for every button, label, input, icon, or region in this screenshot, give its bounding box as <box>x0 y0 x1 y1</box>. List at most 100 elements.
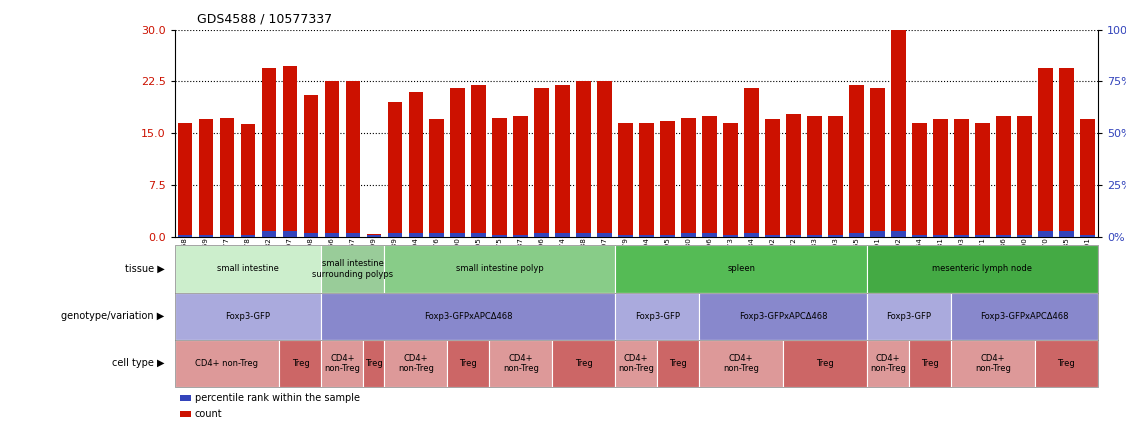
Text: spleen: spleen <box>727 264 756 273</box>
Text: CD4+
non-Treg: CD4+ non-Treg <box>870 354 906 373</box>
Bar <box>703 116 717 237</box>
Text: GSM1011472: GSM1011472 <box>790 237 796 286</box>
Bar <box>867 340 909 387</box>
Text: GSM1011501: GSM1011501 <box>1084 237 1090 286</box>
Text: GSM1011493: GSM1011493 <box>958 237 965 286</box>
Bar <box>703 233 717 237</box>
Text: GSM1011485: GSM1011485 <box>1063 237 1070 286</box>
Text: GSM1011474: GSM1011474 <box>560 237 565 286</box>
Text: GSM1011491: GSM1011491 <box>875 237 881 286</box>
Bar <box>658 340 699 387</box>
Text: small intestine
surrounding polyps: small intestine surrounding polyps <box>312 259 393 279</box>
Text: GSM1011492: GSM1011492 <box>895 237 902 286</box>
Bar <box>699 340 783 387</box>
Text: CD4+
non-Treg: CD4+ non-Treg <box>618 354 654 373</box>
Bar <box>997 116 1011 237</box>
Text: GSM1011466: GSM1011466 <box>329 237 334 286</box>
Bar <box>241 124 256 237</box>
Bar <box>867 293 951 340</box>
Text: Treg: Treg <box>459 359 477 368</box>
Text: GSM1011496: GSM1011496 <box>707 237 713 286</box>
Text: CD4+
non-Treg: CD4+ non-Treg <box>324 354 360 373</box>
Bar <box>909 340 951 387</box>
Bar <box>954 119 968 237</box>
Text: CD4+
non-Treg: CD4+ non-Treg <box>397 354 434 373</box>
Bar <box>513 116 528 237</box>
Bar <box>786 235 801 237</box>
Bar <box>552 340 615 387</box>
Text: Treg: Treg <box>365 359 383 368</box>
Bar <box>198 119 213 237</box>
Bar <box>1035 340 1098 387</box>
Bar <box>766 235 780 237</box>
Bar <box>870 88 885 237</box>
Bar <box>535 233 549 237</box>
Bar <box>175 340 279 387</box>
Bar <box>283 231 297 237</box>
Text: GSM1011480: GSM1011480 <box>686 237 691 286</box>
Text: GSM1011467: GSM1011467 <box>350 237 356 286</box>
Text: GSM1011507: GSM1011507 <box>601 237 608 286</box>
Text: genotype/variation ▶: genotype/variation ▶ <box>61 311 164 321</box>
Text: Treg: Treg <box>669 359 687 368</box>
Text: Treg: Treg <box>1057 359 1075 368</box>
Bar <box>598 233 613 237</box>
Text: GSM1011495: GSM1011495 <box>664 237 671 286</box>
Text: GSM1011473: GSM1011473 <box>727 237 734 286</box>
Bar <box>178 235 193 237</box>
Bar <box>175 245 321 293</box>
Bar <box>283 66 297 237</box>
Bar <box>409 233 423 237</box>
Bar <box>180 411 191 417</box>
Bar <box>598 81 613 237</box>
Bar <box>660 121 674 237</box>
Bar <box>304 95 319 237</box>
Bar <box>409 92 423 237</box>
Bar <box>324 233 339 237</box>
Bar <box>723 235 738 237</box>
Bar <box>783 340 867 387</box>
Bar <box>304 233 319 237</box>
Bar <box>321 340 364 387</box>
Text: GDS4588 / 10577337: GDS4588 / 10577337 <box>197 12 332 25</box>
Bar <box>615 340 658 387</box>
Bar <box>1080 235 1094 237</box>
Bar <box>387 102 402 237</box>
Bar <box>829 235 843 237</box>
Text: GSM1011483: GSM1011483 <box>812 237 817 286</box>
Text: Treg: Treg <box>921 359 939 368</box>
Bar <box>279 340 321 387</box>
Bar <box>786 114 801 237</box>
Bar <box>618 235 633 237</box>
Text: GSM1011477: GSM1011477 <box>224 237 230 286</box>
Bar <box>891 30 905 237</box>
Bar <box>346 233 360 237</box>
Text: GSM1011465: GSM1011465 <box>854 237 859 286</box>
Bar <box>951 340 1035 387</box>
Bar <box>513 235 528 237</box>
Bar <box>180 395 191 401</box>
Text: Foxp3-GFP: Foxp3-GFP <box>635 312 680 321</box>
Text: GSM1011486: GSM1011486 <box>1000 237 1007 286</box>
Bar <box>450 88 465 237</box>
Text: GSM1011497: GSM1011497 <box>287 237 293 286</box>
Bar <box>429 119 444 237</box>
Text: CD4+
non-Treg: CD4+ non-Treg <box>723 354 759 373</box>
Bar <box>577 233 591 237</box>
Bar <box>175 245 1098 387</box>
Bar <box>1060 231 1074 237</box>
Text: CD4+
non-Treg: CD4+ non-Treg <box>503 354 538 373</box>
Text: cell type ▶: cell type ▶ <box>111 358 164 368</box>
Text: GSM1011487: GSM1011487 <box>518 237 524 286</box>
Bar <box>384 245 615 293</box>
Bar <box>175 293 321 340</box>
Bar <box>807 235 822 237</box>
Text: GSM1011489: GSM1011489 <box>392 237 397 286</box>
Bar <box>723 123 738 237</box>
Text: GSM1011502: GSM1011502 <box>769 237 776 286</box>
Text: small intestine: small intestine <box>217 264 279 273</box>
Text: GSM1011464: GSM1011464 <box>917 237 922 286</box>
Text: CD4+ non-Treg: CD4+ non-Treg <box>196 359 259 368</box>
Bar <box>220 235 234 237</box>
Text: GSM1011504: GSM1011504 <box>413 237 419 286</box>
